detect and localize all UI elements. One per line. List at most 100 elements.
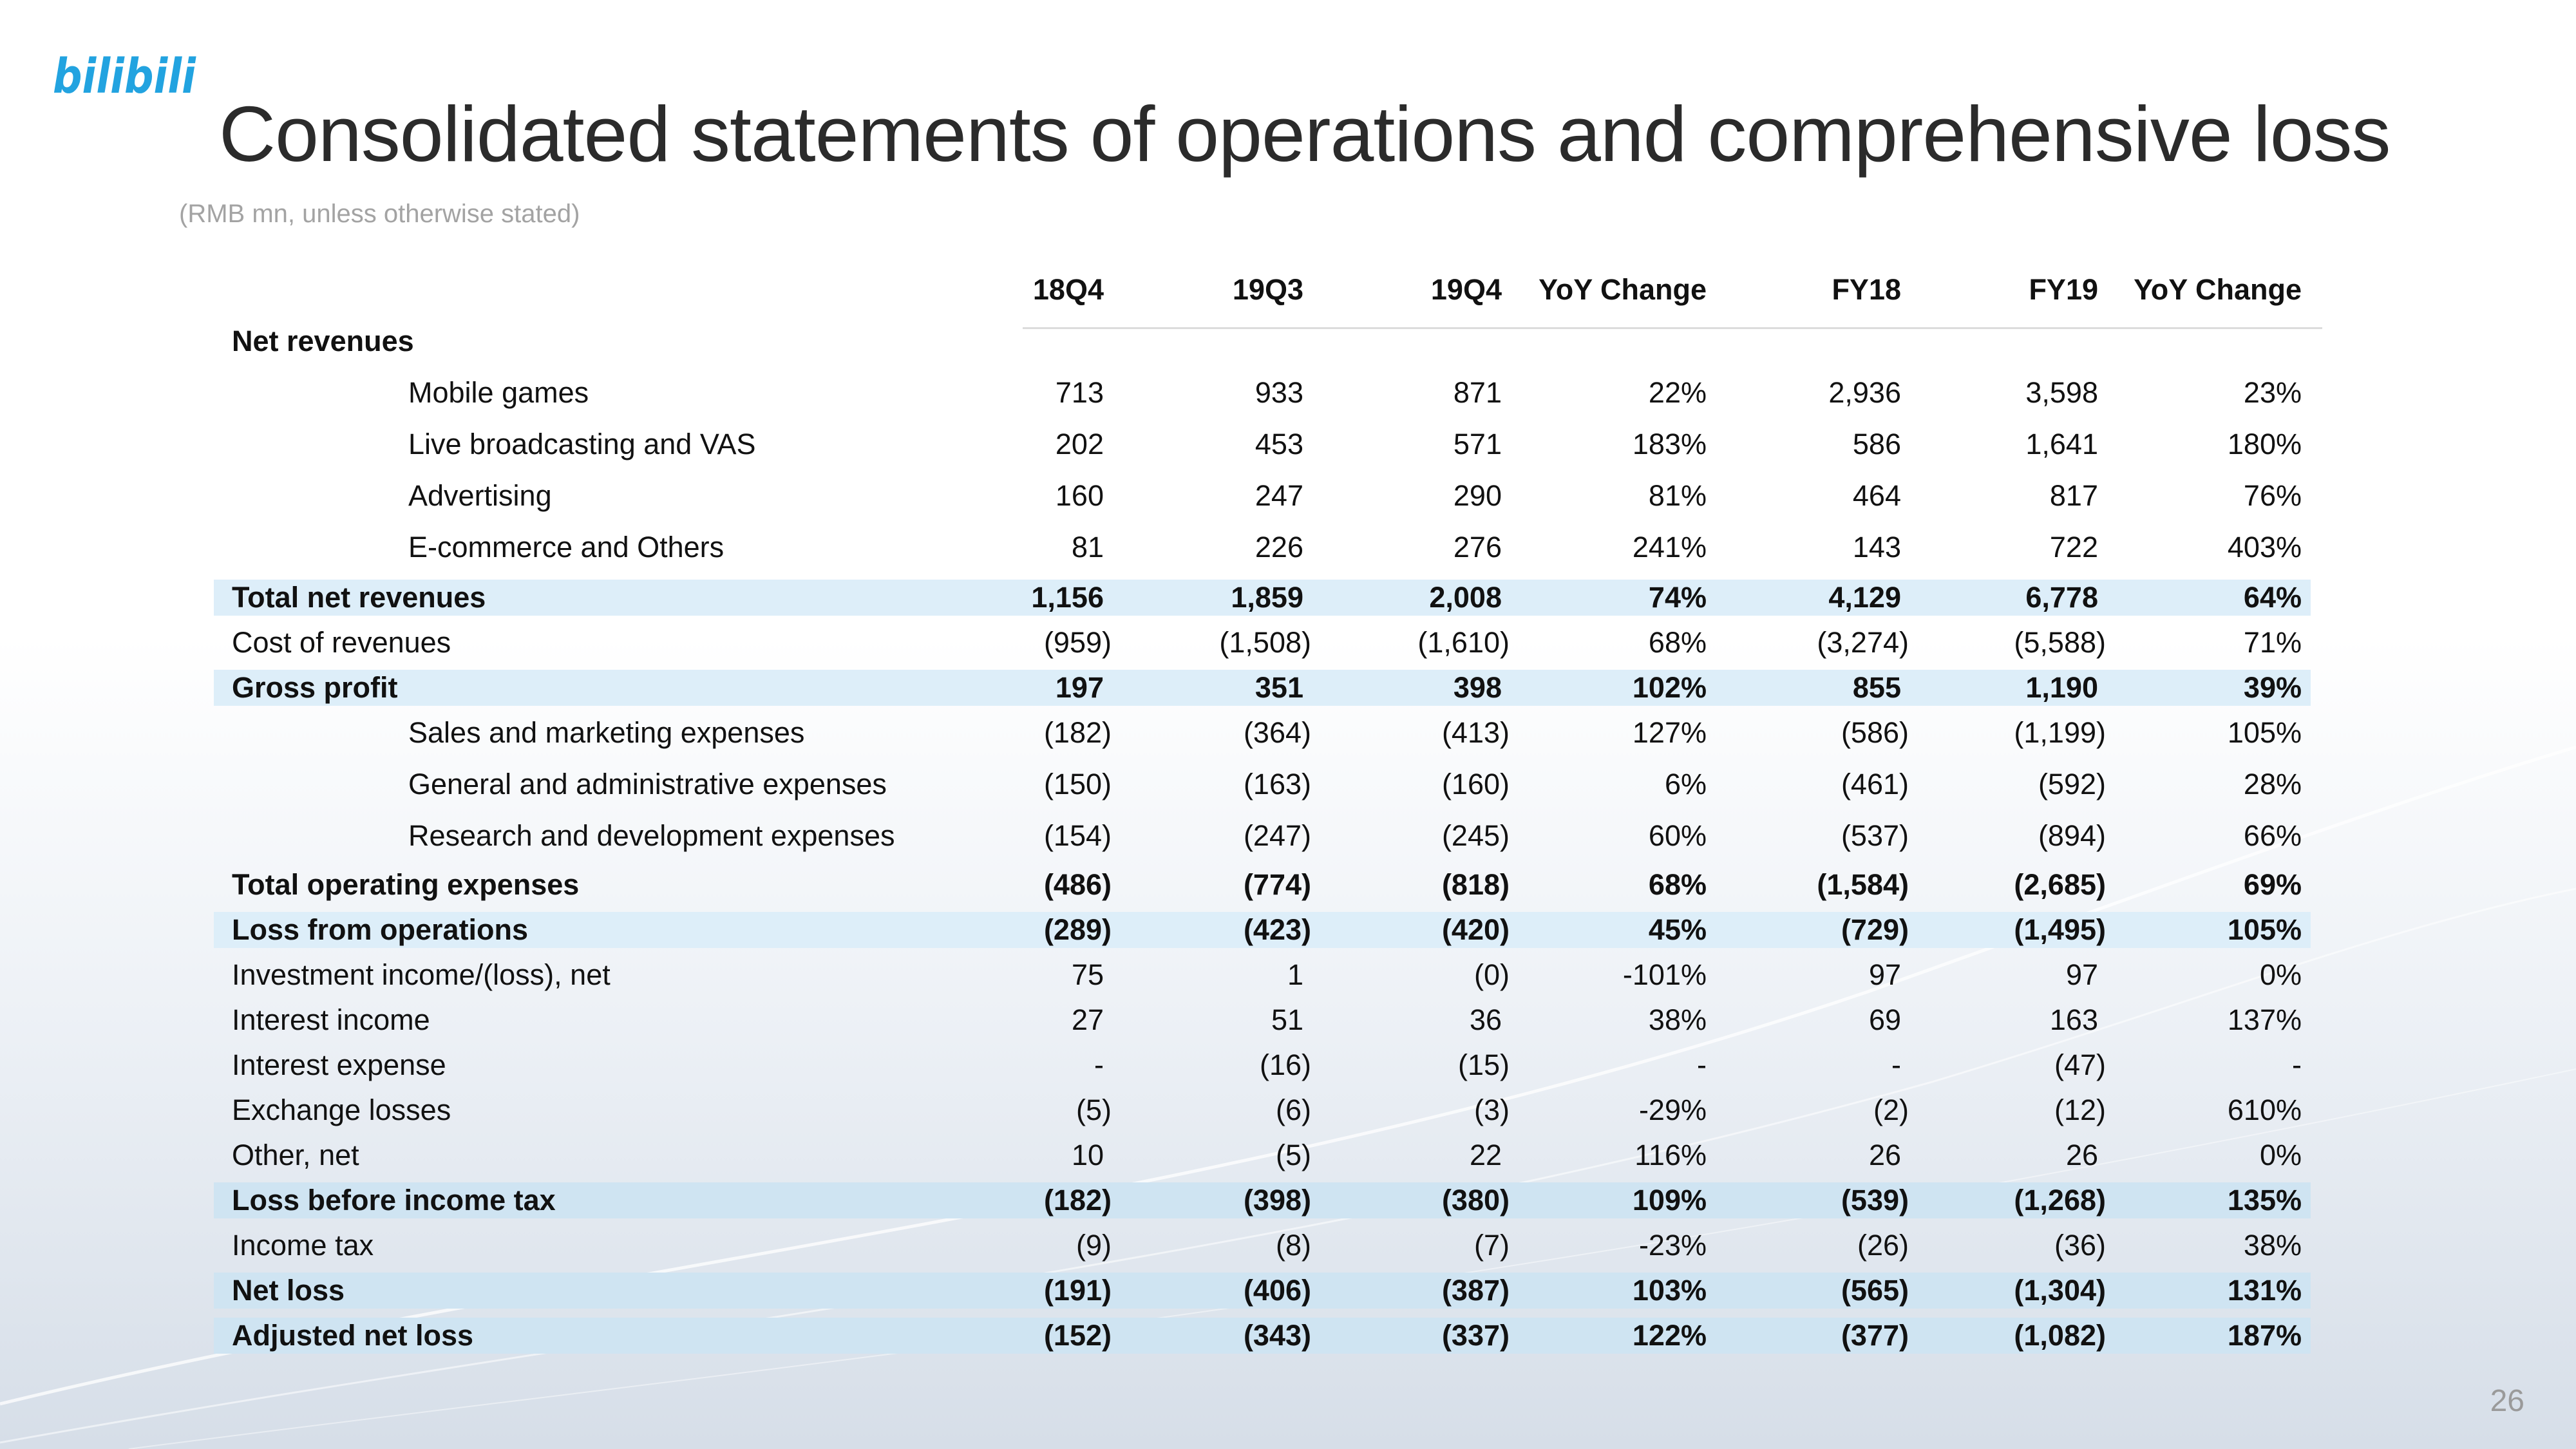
table-cell-yoy-change: 38% (1648, 1003, 1707, 1036)
row-label: Adjusted net loss (232, 1319, 474, 1352)
table-cell-19q4: (420) (1441, 913, 1510, 946)
table-cell-yoy-change: 81% (1648, 479, 1707, 512)
table-cell-19q4: (387) (1441, 1274, 1510, 1307)
table-cell-fy18-fy: 69 (1868, 1003, 1901, 1036)
table-cell-yoy-change-fy: 71% (2243, 626, 2302, 659)
table-cell-fy18-fy: 4,129 (1828, 581, 1901, 614)
table-cell-yoy-change: 6% (1664, 768, 1707, 800)
svg-text:bilibili: bilibili (53, 49, 196, 104)
table-row-total-operating-expenses: Total operating expenses (486) (774) (818) 6… (0, 867, 2576, 903)
table-cell-yoy-change: 127% (1632, 716, 1707, 749)
table-cell-18q4: (9) (1076, 1229, 1112, 1262)
table-cell-yoy-change: - (1697, 1048, 1707, 1081)
table-cell-yoy-change: 109% (1632, 1184, 1707, 1217)
table-row-e-commerce-and-others: E-commerce and Others 81 226 276 241% 143 722 4… (0, 529, 2576, 565)
row-label: Mobile games (408, 376, 589, 409)
table-cell-fy19-fy: 163 (2049, 1003, 2098, 1036)
table-row-loss-from-operations: Loss from operations (289) (423) (420) 45% (7… (214, 912, 2311, 948)
table-cell-yoy-change: 103% (1632, 1274, 1707, 1307)
page-number: 26 (2490, 1384, 2524, 1418)
table-cell-fy19-fy: (1,082) (2014, 1319, 2106, 1352)
table-cell-yoy-change-fy: 0% (2259, 1139, 2302, 1171)
table-cell-19q4: 2,008 (1429, 581, 1502, 614)
table-cell-yoy-change: 183% (1632, 428, 1707, 460)
table-cell-fy19-fy: (1,199) (2014, 716, 2106, 749)
table-cell-fy19-fy: 1,190 (2025, 671, 2098, 704)
row-label: Gross profit (232, 671, 398, 704)
table-cell-fy18-fy: (377) (1841, 1319, 1909, 1352)
row-label: Loss before income tax (232, 1184, 556, 1217)
table-cell-19q3: 51 (1271, 1003, 1303, 1036)
table-cell-fy19-fy: (894) (2038, 819, 2106, 852)
row-label: Sales and marketing expenses (408, 716, 805, 749)
table-cell-fy18-fy: 586 (1852, 428, 1901, 460)
table-cell-19q3: (8) (1276, 1229, 1311, 1262)
row-label: Net revenues (232, 325, 414, 357)
row-label: General and administrative expenses (408, 768, 887, 800)
table-cell-yoy-change-fy: 403% (2227, 531, 2302, 564)
table-cell-fy18-fy: (539) (1841, 1184, 1909, 1217)
table-cell-19q3: (343) (1243, 1319, 1311, 1352)
table-row-net-revenues: Net revenues (0, 323, 2576, 359)
table-cell-19q3: (423) (1243, 913, 1311, 946)
table-cell-18q4: (289) (1043, 913, 1112, 946)
table-cell-fy18-fy: (2) (1873, 1094, 1909, 1126)
table-cell-18q4: - (1094, 1048, 1104, 1081)
table-cell-yoy-change-fy: 76% (2243, 479, 2302, 512)
table-cell-18q4: 1,156 (1031, 581, 1104, 614)
table-cell-18q4: (486) (1043, 868, 1112, 901)
table-cell-19q3: 1,859 (1231, 581, 1303, 614)
table-cell-yoy-change-fy: 38% (2243, 1229, 2302, 1262)
table-cell-18q4: (150) (1043, 768, 1112, 800)
table-cell-fy18-fy: (3,274) (1817, 626, 1909, 659)
table-cell-19q3: 226 (1255, 531, 1303, 564)
table-cell-fy18-fy: 97 (1868, 958, 1901, 991)
table-cell-fy18-fy: (729) (1841, 913, 1909, 946)
table-cell-fy18-fy: (26) (1857, 1229, 1909, 1262)
table-cell-19q4: (245) (1441, 819, 1510, 852)
table-cell-fy18-fy: 26 (1868, 1139, 1901, 1171)
table-cell-fy19-fy: (1,304) (2014, 1274, 2106, 1307)
table-cell-yoy-change: 68% (1648, 868, 1707, 901)
table-cell-yoy-change-fy: 64% (2243, 581, 2302, 614)
table-cell-19q4: 871 (1453, 376, 1502, 409)
table-cell-19q4: 571 (1453, 428, 1502, 460)
table-cell-fy19-fy: (1,268) (2014, 1184, 2106, 1217)
table-row-other-net: Other, net 10 (5) 22 116% 26 26 0% (0, 1137, 2576, 1173)
table-cell-fy18-fy: 855 (1852, 671, 1901, 704)
column-header-yoy-change: YoY Change (1539, 273, 1707, 306)
table-cell-fy19-fy: 817 (2049, 479, 2098, 512)
table-cell-yoy-change-fy: 610% (2227, 1094, 2302, 1126)
table-cell-19q3: 247 (1255, 479, 1303, 512)
table-cell-19q3: 1 (1287, 958, 1303, 991)
row-label: Total operating expenses (232, 868, 580, 901)
row-label: Research and development expenses (408, 819, 895, 852)
table-cell-18q4: (191) (1043, 1274, 1112, 1307)
table-cell-19q4: (15) (1457, 1048, 1510, 1081)
table-row-mobile-games: Mobile games 713 933 871 22% 2,936 3,598 23% (0, 375, 2576, 411)
row-label: Total net revenues (232, 581, 486, 614)
table-row-live-broadcasting-and-vas: Live broadcasting and VAS 202 453 571 183% 58… (0, 426, 2576, 462)
table-cell-yoy-change: 102% (1632, 671, 1707, 704)
table-row-advertising: Advertising 160 247 290 81% 464 817 76% (0, 478, 2576, 514)
table-cell-19q4: (0) (1474, 958, 1510, 991)
row-label: Loss from operations (232, 913, 529, 946)
table-cell-19q3: 453 (1255, 428, 1303, 460)
table-cell-yoy-change: 122% (1632, 1319, 1707, 1352)
column-header-19q4: 19Q4 (1430, 273, 1502, 306)
table-cell-19q3: 933 (1255, 376, 1303, 409)
row-label: Other, net (232, 1139, 359, 1171)
row-label: Exchange losses (232, 1094, 451, 1126)
table-row-sales-and-marketing-expenses: Sales and marketing expenses (182) (364) (4… (0, 715, 2576, 751)
column-header-fy19: FY19 (2029, 273, 2098, 306)
table-cell-18q4: 27 (1071, 1003, 1104, 1036)
table-cell-yoy-change-fy: 105% (2227, 716, 2302, 749)
table-cell-fy19-fy: (592) (2038, 768, 2106, 800)
table-cell-yoy-change: 74% (1648, 581, 1707, 614)
table-cell-19q3: (774) (1243, 868, 1311, 901)
row-label: Interest expense (232, 1048, 446, 1081)
table-cell-yoy-change: 22% (1648, 376, 1707, 409)
table-cell-yoy-change-fy: 180% (2227, 428, 2302, 460)
table-cell-18q4: 197 (1055, 671, 1104, 704)
column-header-yoy-change: YoY Change (2134, 273, 2302, 306)
